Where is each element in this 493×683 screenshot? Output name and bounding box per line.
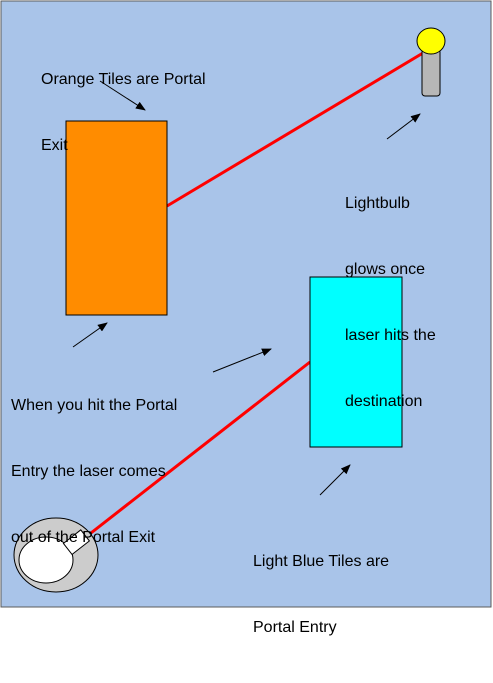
portal-exit-note-line: Orange Tiles are Portal [41,71,206,88]
portal-exit-tile [65,120,168,316]
lightbulb-globe [416,27,446,55]
portal-behavior-note: When you hit the Portal Entry the laser … [11,351,177,593]
portal-entry-note-line: Portal Entry [253,619,337,636]
laser-emitter-icon [13,517,99,593]
laser-beam-to-entry [81,360,311,542]
laser-emitter-nozzle [62,529,91,556]
arrow-to-portal-exit-bottom [72,322,108,348]
portal-entry-note: Light Blue Tiles are Portal Entry [253,507,389,683]
laser-beam-to-bulb [166,48,429,208]
portal-entry-note-line: Light Blue Tiles are [253,553,390,570]
lightbulb-base [421,48,441,97]
lightbulb-note-line: glows once [345,261,426,278]
arrow-to-lightbulb [386,113,421,140]
portal-behavior-note-line: Entry the laser comes [11,463,166,480]
portal-behavior-note-line: When you hit the Portal [11,397,178,414]
arrow-to-portal-entry-bottom [319,464,351,496]
lightbulb-icon [416,27,446,97]
diagram-canvas: Orange Tiles are Portal Exit Lightbulb g… [0,0,492,636]
portal-entry-tile [309,276,403,448]
lightbulb-note-line: destination [345,393,423,410]
arrow-to-portal-exit [99,80,146,111]
portal-exit-note: Orange Tiles are Portal Exit [41,25,206,201]
laser-emitter-core [18,536,74,584]
lightbulb-note-line: laser hits the [345,327,436,344]
arrow-to-portal-entry-side [212,348,272,373]
lightbulb-note-line: Lightbulb [345,195,410,212]
portal-behavior-note-line: out of the Portal Exit [11,529,156,546]
diagram-graphics [0,0,492,608]
lightbulb-note: Lightbulb glows once laser hits the dest… [345,149,436,457]
portal-exit-note-line: Exit [41,137,68,154]
